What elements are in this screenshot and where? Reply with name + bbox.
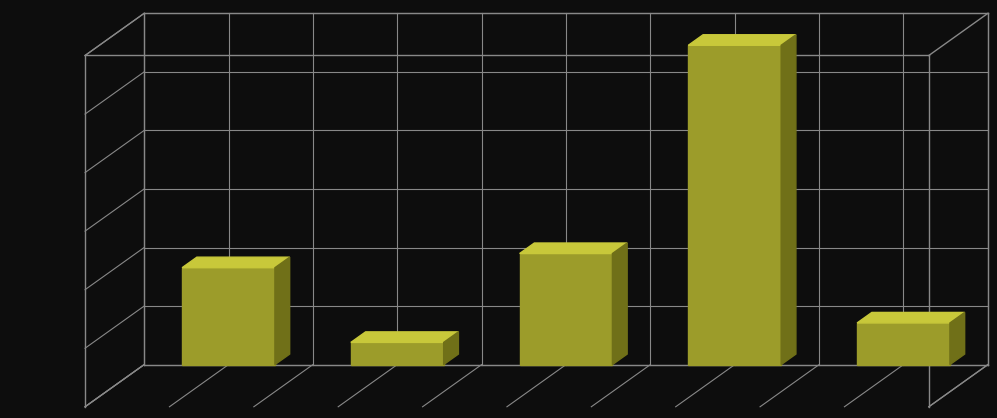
Polygon shape: [857, 312, 965, 323]
Polygon shape: [444, 332, 459, 364]
Polygon shape: [782, 35, 796, 364]
Polygon shape: [351, 332, 459, 342]
Polygon shape: [275, 257, 290, 364]
Polygon shape: [857, 323, 950, 364]
Polygon shape: [182, 268, 275, 364]
Polygon shape: [351, 342, 444, 364]
Polygon shape: [612, 243, 627, 364]
Polygon shape: [950, 312, 965, 364]
Polygon shape: [688, 45, 782, 364]
Polygon shape: [85, 13, 145, 407]
Polygon shape: [85, 364, 988, 407]
Polygon shape: [688, 35, 796, 45]
Polygon shape: [182, 257, 290, 268]
Polygon shape: [519, 243, 627, 254]
Polygon shape: [519, 254, 612, 364]
